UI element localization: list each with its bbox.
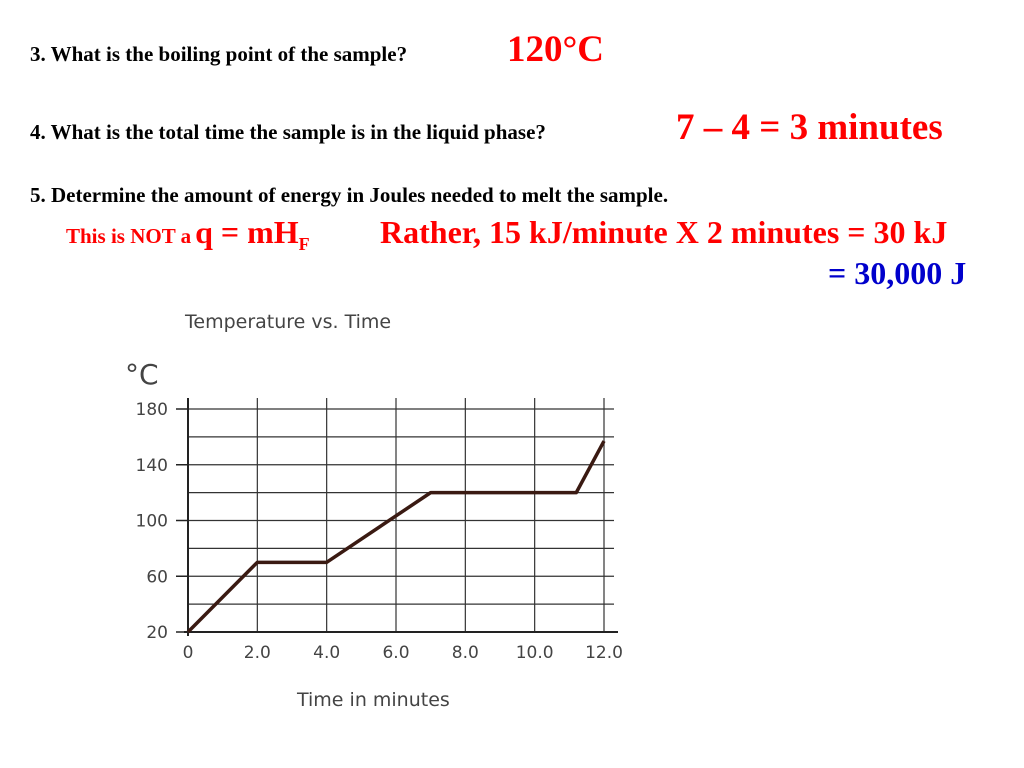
x-tick-label: 4.0 (313, 643, 340, 663)
y-tick-label: 60 (146, 567, 168, 587)
y-tick-label: 140 (136, 456, 168, 476)
question-4-answer: 7 – 4 = 3 minutes (676, 107, 943, 148)
energy-joules-result: = 30,000 J (828, 255, 967, 291)
formula-note: This is NOT a q = mHF (66, 214, 310, 255)
y-tick-label: 180 (136, 400, 168, 420)
question-3-text: 3. What is the boiling point of the samp… (30, 42, 408, 66)
x-axis-label: Time in minutes (296, 689, 450, 711)
energy-calculation: Rather, 15 kJ/minute X 2 minutes = 30 kJ (380, 214, 948, 250)
y-axis-label: °C (125, 358, 159, 391)
formula-subscript: F (298, 234, 310, 254)
x-tick-label: 8.0 (452, 643, 479, 663)
question-4: 4. What is the total time the sample is … (30, 120, 546, 145)
question-3: 3. What is the boiling point of the samp… (30, 42, 407, 67)
chart-title: Temperature vs. Time (184, 311, 391, 333)
question-3-answer: 120°C (507, 29, 605, 70)
y-tick-label: 100 (136, 512, 168, 532)
question-5: 5. Determine the amount of energy in Jou… (30, 183, 668, 208)
x-tick-label: 2.0 (244, 643, 271, 663)
y-tick-label: 20 (146, 623, 168, 643)
formula-note-prefix: This is NOT a (66, 224, 192, 248)
question-4-text: 4. What is the total time the sample is … (30, 120, 546, 144)
question-5-text: 5. Determine the amount of energy in Jou… (30, 183, 669, 207)
x-tick-label: 6.0 (382, 643, 409, 663)
temperature-line (186, 440, 606, 634)
chart-series (186, 440, 606, 634)
chart-ticks: 20 60 100 140 180 0 2.0 4.0 6.0 8.0 10.0 12.0 (136, 400, 623, 663)
chart-grid (184, 398, 618, 636)
x-tick-label: 12.0 (585, 643, 623, 663)
x-tick-label: 0 (183, 643, 194, 663)
x-tick-label: 10.0 (516, 643, 554, 663)
formula-main: q = mH (195, 214, 299, 250)
